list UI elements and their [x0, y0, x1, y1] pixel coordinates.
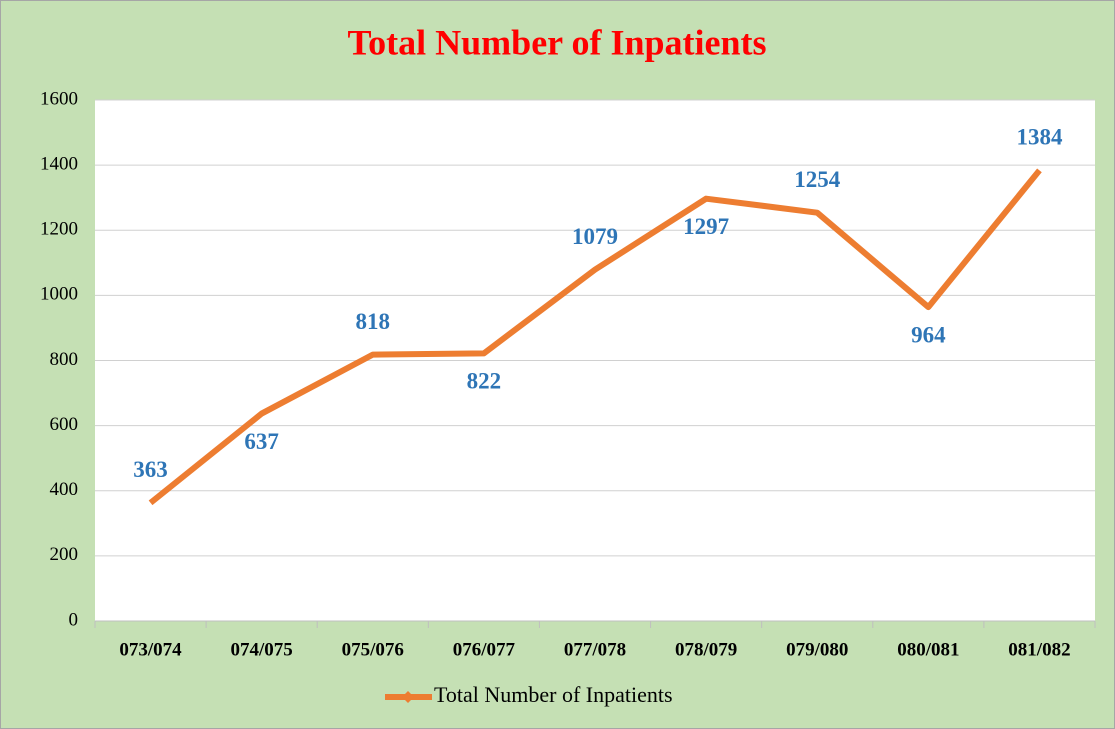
y-tick-label: 600 [50, 414, 79, 435]
legend-marker [402, 691, 414, 703]
data-label: 1297 [683, 214, 729, 239]
x-tick-label: 079/080 [786, 639, 848, 660]
y-tick-label: 800 [50, 349, 79, 370]
data-label: 964 [911, 322, 946, 347]
y-tick-label: 0 [69, 609, 79, 630]
y-tick-label: 1000 [40, 284, 78, 305]
data-label: 1254 [794, 167, 841, 192]
x-tick-label: 073/074 [119, 639, 182, 660]
data-label: 1079 [572, 224, 618, 249]
data-label: 818 [356, 309, 391, 334]
y-tick-label: 1600 [40, 88, 78, 109]
x-tick-label: 077/078 [564, 639, 626, 660]
y-tick-label: 1200 [40, 219, 78, 240]
x-tick-label: 078/079 [675, 639, 737, 660]
data-label: 637 [244, 429, 279, 454]
data-line [148, 168, 1042, 506]
y-tick-label: 1400 [40, 153, 78, 174]
x-tick-label: 076/077 [453, 639, 516, 660]
legend-label: Total Number of Inpatients [434, 682, 673, 707]
data-label: 822 [467, 369, 502, 394]
data-label: 363 [133, 457, 168, 482]
data-label: 1384 [1016, 125, 1063, 150]
x-tick-label: 081/082 [1008, 639, 1070, 660]
x-tick-label: 080/081 [897, 639, 959, 660]
y-tick-label: 200 [50, 544, 79, 565]
x-tick-label: 075/076 [342, 639, 404, 660]
x-tick-label: 074/075 [231, 639, 293, 660]
chart-title: Total Number of Inpatients [347, 22, 766, 62]
y-tick-label: 400 [50, 479, 79, 500]
